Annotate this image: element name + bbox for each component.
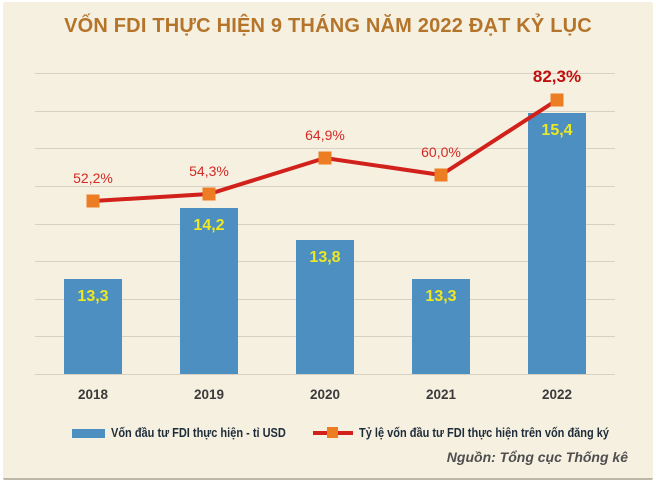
bar-2018 (64, 279, 122, 374)
x-axis-label-2018: 2018 (77, 387, 109, 402)
rate-label-2021: 60,0% (421, 144, 461, 160)
bar-value-label-2022: 15,4 (541, 122, 573, 139)
gridline (35, 73, 615, 74)
rate-marker-2019 (202, 187, 216, 201)
legend-line-swatch-icon (313, 427, 353, 439)
bar-value-label-2019: 14,2 (193, 217, 225, 234)
bar-2020 (296, 240, 354, 374)
x-axis-label-2020: 2020 (309, 387, 341, 402)
bar-2022 (528, 113, 586, 374)
x-axis-label-2022: 2022 (541, 387, 573, 402)
legend-bar-label: Vốn đầu tư FDI thực hiện - tỉ USD (111, 426, 286, 440)
chart-title: VỐN FDI THỰC HIỆN 9 THÁNG NĂM 2022 ĐẠT K… (64, 15, 592, 37)
bar-value-label-2018: 13,3 (77, 288, 109, 305)
gridline (35, 111, 615, 112)
rate-marker-2021 (434, 168, 448, 182)
legend-item-line: Tỷ lệ vốn đầu tư FDI thực hiện trên vốn … (313, 424, 643, 442)
rate-label-2022: 82,3% (532, 67, 582, 86)
bar-2019 (180, 208, 238, 374)
rate-label-2019: 54,3% (189, 163, 229, 179)
rate-label-2018: 52,2% (73, 170, 113, 186)
x-axis-label-2021: 2021 (425, 387, 457, 402)
gridline (35, 224, 615, 225)
legend-line-label: Tỷ lệ vốn đầu tư FDI thực hiện trên vốn … (359, 426, 610, 440)
legend-item-bar: Vốn đầu tư FDI thực hiện - tỉ USD (72, 424, 310, 442)
bar-value-label-2021: 13,3 (425, 288, 457, 305)
gridline (35, 374, 615, 375)
bar-value-label-2020: 13,8 (309, 249, 341, 266)
rate-marker-2020 (318, 151, 332, 165)
rate-marker-2018 (86, 194, 100, 208)
legend-bar-swatch-icon (72, 428, 105, 438)
bar-2021 (412, 279, 470, 374)
rate-marker-2022 (550, 93, 564, 107)
source-caption: Nguồn: Tổng cục Thống kê (446, 449, 628, 465)
x-axis-label-2019: 2019 (193, 387, 225, 402)
rate-label-2020: 64,9% (305, 127, 345, 143)
